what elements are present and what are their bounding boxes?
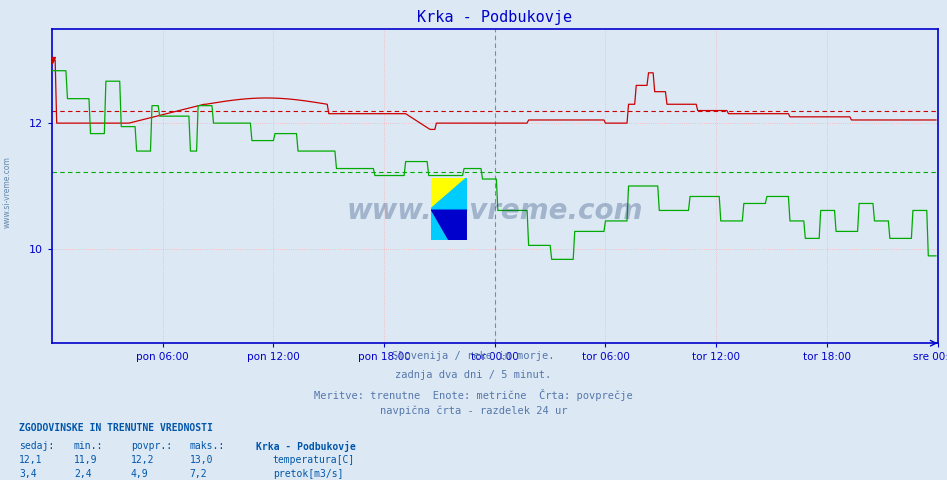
Text: navpična črta - razdelek 24 ur: navpična črta - razdelek 24 ur	[380, 406, 567, 416]
Text: sedaj:: sedaj:	[19, 441, 54, 451]
Text: 12,2: 12,2	[131, 455, 154, 465]
Polygon shape	[449, 209, 467, 240]
Text: min.:: min.:	[74, 441, 103, 451]
Text: Meritve: trenutne  Enote: metrične  Črta: povprečje: Meritve: trenutne Enote: metrične Črta: …	[314, 389, 633, 401]
Text: 7,2: 7,2	[189, 469, 207, 480]
Text: Slovenija / reke in morje.: Slovenija / reke in morje.	[392, 351, 555, 361]
Text: povpr.:: povpr.:	[131, 441, 171, 451]
Text: Krka - Podbukovje: Krka - Podbukovje	[256, 441, 355, 452]
Polygon shape	[431, 209, 449, 240]
Text: temperatura[C]: temperatura[C]	[273, 455, 355, 465]
Text: maks.:: maks.:	[189, 441, 224, 451]
Text: 11,9: 11,9	[74, 455, 98, 465]
Text: www.si-vreme.com: www.si-vreme.com	[347, 197, 643, 225]
Text: pretok[m3/s]: pretok[m3/s]	[273, 469, 343, 480]
Title: Krka - Podbukovje: Krka - Podbukovje	[418, 10, 572, 25]
Text: ZGODOVINSKE IN TRENUTNE VREDNOSTI: ZGODOVINSKE IN TRENUTNE VREDNOSTI	[19, 423, 213, 433]
Polygon shape	[431, 178, 467, 209]
Polygon shape	[431, 209, 467, 240]
Text: 3,4: 3,4	[19, 469, 37, 480]
Text: zadnja dva dni / 5 minut.: zadnja dva dni / 5 minut.	[396, 370, 551, 380]
Text: 4,9: 4,9	[131, 469, 149, 480]
Text: 12,1: 12,1	[19, 455, 43, 465]
Text: 2,4: 2,4	[74, 469, 92, 480]
Text: www.si-vreme.com: www.si-vreme.com	[3, 156, 12, 228]
Polygon shape	[431, 178, 467, 209]
Text: 13,0: 13,0	[189, 455, 213, 465]
